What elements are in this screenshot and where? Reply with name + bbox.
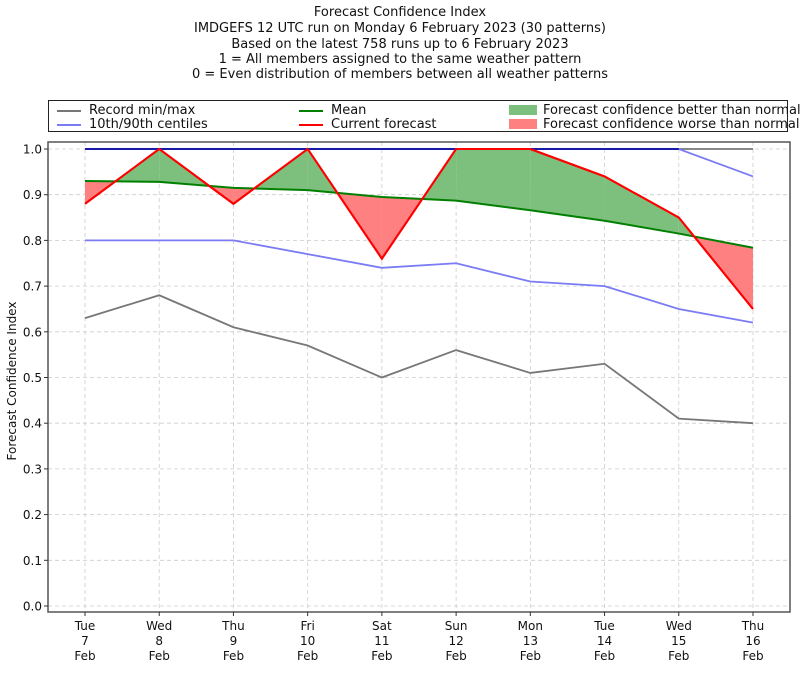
chart-title: Forecast Confidence Index [313,5,487,20]
x-tick-label: Feb [668,649,689,663]
x-tick-label: Feb [520,649,541,663]
y-axis-label: Forecast Confidence Index [5,302,19,461]
series-line-10th-centile [85,239,754,324]
x-tick-label: 15 [671,634,686,648]
legend-swatch-worse [509,119,537,129]
series-line-current-forecast-top [84,147,754,310]
y-tick-label: 0.6 [23,325,42,339]
x-tick-label: 11 [374,634,389,648]
fill-better-than-normal [604,176,679,234]
legend-label-centiles: 10th/90th centiles [89,117,208,132]
x-tick-label: 12 [448,634,463,648]
x-tick-label: Feb [297,649,318,663]
x-tick-label: Feb [74,649,95,663]
x-tick-label: Sun [445,619,468,633]
x-tick-label: Feb [371,649,392,663]
x-tick-label: Thu [221,619,245,633]
x-tick-label: Tue [593,619,615,633]
x-tick-label: Sat [372,619,392,633]
legend-label-mean: Mean [331,103,367,118]
x-tick-label: 10 [300,634,315,648]
y-tick-label: 0.9 [23,188,42,202]
y-tick-label: 0.4 [23,417,42,431]
chart-subtitle-one: 1 = All members assigned to the same wea… [218,52,582,67]
y-tick-label: 0.0 [23,600,42,614]
y-axis-ticks: 0.0 0.1 0.2 0.3 0.4 0.5 0.6 0.7 0.8 0.9 1.0 [23,143,48,614]
legend-swatch-current [299,124,323,126]
y-tick-label: 0.5 [23,371,42,385]
y-tick-label: 0.7 [23,280,42,294]
legend-label-better: Forecast confidence better than normal [543,103,800,118]
y-tick-label: 0.1 [23,554,42,568]
x-tick-label: Tue [74,619,96,633]
grid [48,142,790,612]
x-tick-label: 16 [745,634,760,648]
fill-better-than-normal [456,149,531,211]
x-tick-label: Feb [445,649,466,663]
legend-swatch-better [509,105,537,115]
x-tick-label: Wed [146,619,172,633]
series-line-record-min [84,294,754,425]
x-axis-ticks: Tue7FebWed8FebThu9FebFri10FebSat11FebSun… [74,612,765,663]
legend: Record min/max 10th/90th centiles Mean C… [48,100,800,132]
series-lines [84,147,754,425]
x-tick-label: 9 [230,634,238,648]
x-tick-label: Fri [301,619,315,633]
legend-swatch-mean [299,110,323,112]
chart-subtitle-runs: Based on the latest 758 runs up to 6 Feb… [231,37,569,52]
legend-swatch-centiles [57,124,81,126]
fill-better-than-normal [530,149,605,221]
y-tick-label: 0.8 [23,234,42,248]
x-tick-label: 13 [523,634,538,648]
x-tick-label: 7 [81,634,89,648]
legend-label-worse: Forecast confidence worse than normal [543,117,800,132]
chart-subtitle-run: IMDGEFS 12 UTC run on Monday 6 February … [193,21,606,36]
x-tick-label: Feb [594,649,615,663]
legend-label-record: Record min/max [89,103,196,118]
y-tick-label: 0.3 [23,462,42,476]
x-tick-label: Feb [742,649,763,663]
chart-subtitle-zero: 0 = Even distribution of members between… [191,67,609,82]
y-tick-label: 0.2 [23,508,42,522]
x-tick-label: Mon [518,619,543,633]
x-tick-label: Feb [149,649,170,663]
x-tick-label: 14 [597,634,612,648]
x-tick-label: Thu [741,619,765,633]
x-tick-label: Feb [223,649,244,663]
series-line-mean [84,179,754,249]
legend-label-current: Current forecast [331,117,437,132]
x-tick-label: Wed [666,619,692,633]
y-tick-label: 1.0 [23,143,42,157]
legend-swatch-record [57,110,81,112]
x-tick-label: 8 [155,634,163,648]
